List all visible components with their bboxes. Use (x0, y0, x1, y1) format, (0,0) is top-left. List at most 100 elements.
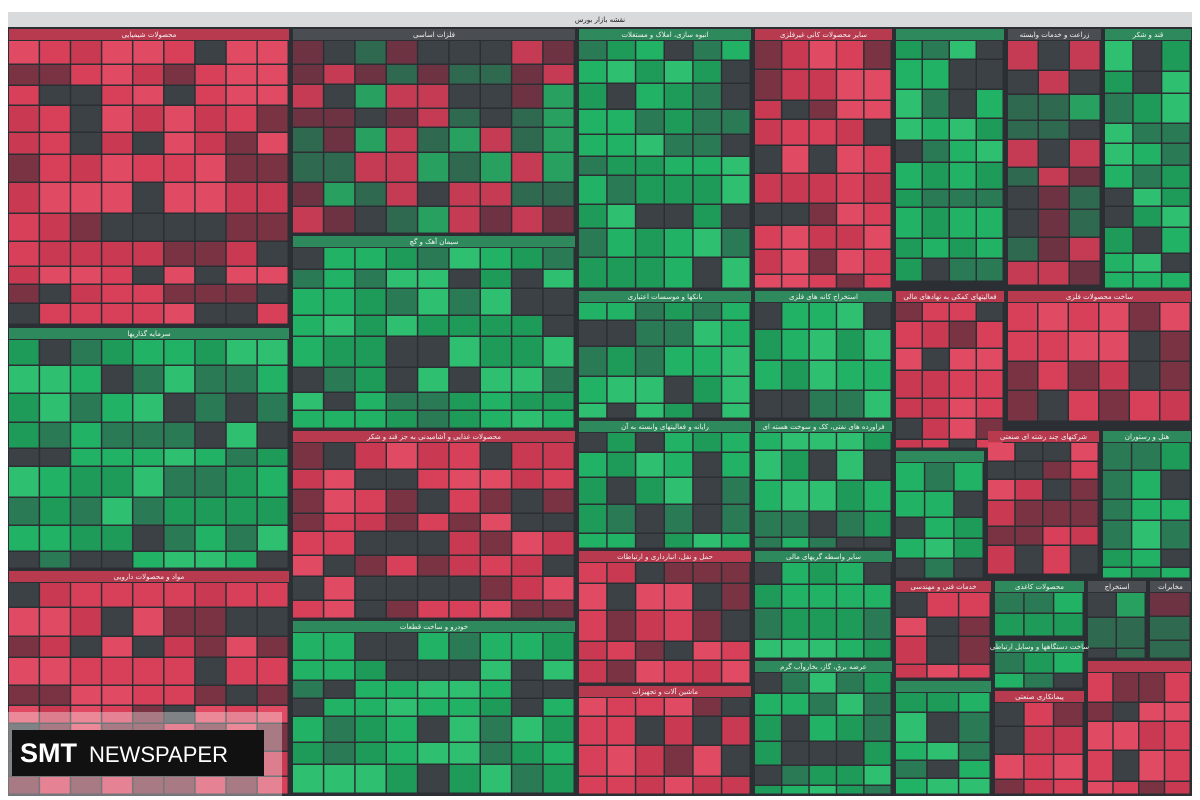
stock-tile (1132, 521, 1161, 549)
stock-tile (693, 347, 721, 376)
stock-tile (782, 585, 809, 608)
stock-tile (693, 258, 721, 288)
stock-tile (324, 337, 355, 367)
stock-tile (481, 717, 511, 742)
stock-tile (449, 393, 480, 410)
stock-tile (988, 501, 1015, 526)
stock-tile (959, 761, 990, 778)
sector: سرمایه گذاریها (9, 328, 289, 568)
stock-tile (607, 205, 635, 228)
stock-tile (896, 779, 927, 794)
stock-tile (1165, 751, 1190, 781)
stock-tile (925, 463, 954, 491)
stock-tile (257, 394, 288, 422)
stock-tile (1132, 471, 1161, 499)
sector-header (579, 421, 751, 432)
stock-tile (977, 119, 1003, 140)
stock-tile (195, 777, 226, 794)
stock-tile (925, 539, 954, 558)
stock-tile (693, 777, 721, 794)
stock-tile (837, 146, 864, 173)
stock-tile (636, 205, 664, 228)
sector (896, 681, 991, 794)
stock-tile (9, 65, 39, 85)
stock-tile (950, 303, 976, 321)
stock-tile (995, 755, 1024, 779)
sector-title: فراورده های نفتی، کک و سوخت هسته ای (762, 423, 884, 431)
stock-tile (809, 204, 836, 225)
stock-tile (1054, 674, 1083, 688)
stock-tile (133, 777, 164, 794)
stock-tile (782, 303, 809, 329)
stock-tile (257, 267, 288, 284)
stock-tile (133, 658, 164, 685)
stock-tile (355, 681, 386, 698)
stock-tile (977, 41, 1003, 59)
stock-tile (995, 674, 1024, 688)
stock-tile (9, 106, 39, 132)
stock-tile (693, 61, 721, 83)
stock-tile (722, 321, 750, 346)
stock-tile (896, 463, 924, 491)
stock-tile (1015, 546, 1042, 574)
stock-tile (9, 366, 39, 393)
stock-tile (1088, 722, 1113, 750)
stock-tile (837, 70, 864, 100)
stock-tile (665, 777, 693, 794)
stock-tile (355, 514, 386, 531)
stock-tile (607, 303, 635, 320)
stock-tile (864, 433, 891, 450)
stock-tile (481, 681, 511, 698)
stock-tile (71, 106, 101, 132)
stock-tile (257, 752, 288, 776)
stock-tile (481, 41, 511, 64)
stock-tile (782, 275, 809, 288)
stock-tile (387, 633, 417, 660)
stock-tile (782, 538, 809, 548)
sector-title: سایر محصولات کانی غیرفلزی (780, 31, 867, 39)
stock-tile (579, 746, 607, 776)
stock-tile (1008, 41, 1038, 70)
stock-tile (1038, 303, 1068, 331)
stock-tile (837, 433, 864, 450)
stock-tile (837, 766, 864, 785)
stock-tile (543, 443, 574, 469)
stock-tile (896, 618, 927, 636)
stock-tile (1133, 254, 1161, 272)
stock-tile (693, 404, 721, 418)
stock-tile (195, 304, 226, 324)
stock-tile (71, 285, 101, 303)
stock-tile (512, 490, 543, 513)
watermark-name: NEWSPAPER (89, 742, 228, 767)
stock-tile (40, 65, 70, 85)
stock-tile (40, 155, 70, 182)
stock-tile (693, 205, 721, 228)
stock-tile (449, 411, 480, 428)
stock-tile (293, 532, 323, 555)
stock-tile (988, 462, 1015, 479)
stock-tile (449, 699, 480, 716)
stock-tile (977, 163, 1003, 189)
stock-tile (636, 611, 664, 641)
stock-tile (782, 512, 809, 537)
stock-tile (693, 584, 721, 610)
stock-tile (226, 106, 257, 132)
stock-tile (324, 681, 355, 698)
stock-tile (40, 583, 70, 607)
sector-header (293, 29, 575, 40)
stock-tile (355, 65, 386, 84)
stock-tile (257, 526, 288, 551)
stock-tile (837, 120, 864, 145)
stock-tile (837, 250, 864, 274)
stock-tile (1088, 593, 1116, 617)
stock-tile (543, 765, 574, 793)
stock-tile (722, 157, 750, 175)
stock-tile (755, 303, 781, 329)
sector-header (1105, 29, 1191, 40)
stock-tile (40, 133, 70, 154)
stock-tile (927, 713, 958, 742)
stock-tile (40, 106, 70, 132)
stock-tile (102, 133, 132, 154)
stock-tile (636, 84, 664, 109)
stock-tile (755, 174, 781, 203)
